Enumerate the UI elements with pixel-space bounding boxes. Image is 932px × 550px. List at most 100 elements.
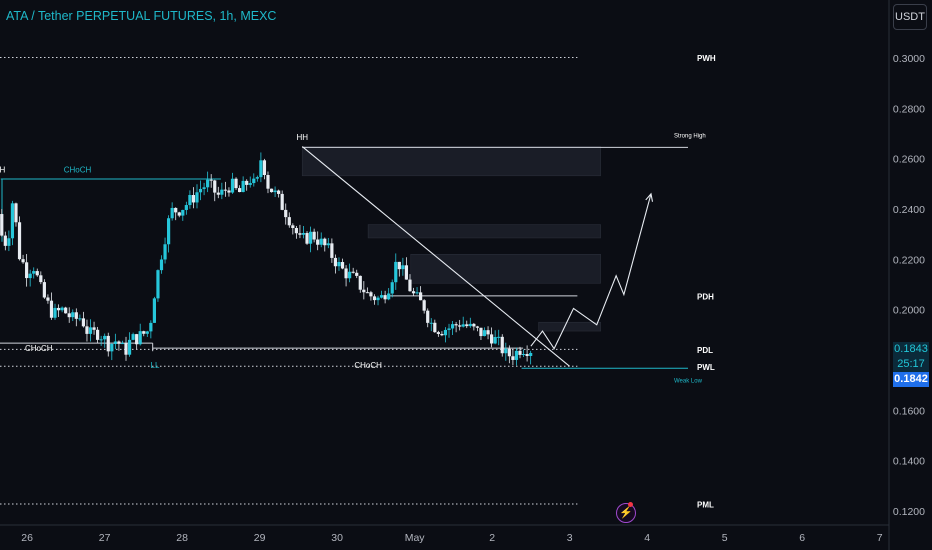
candle-82 [291,223,295,235]
candle-126 [447,323,451,338]
lightning-alert-icon[interactable]: ⚡ [616,503,636,523]
candle-110 [390,279,394,298]
candle-53 [188,190,192,209]
candle-120 [426,308,430,328]
candle-47 [167,215,171,253]
y-tick-label: 0.2800 [893,103,925,115]
candle-0 [0,209,4,237]
candle-118 [419,286,423,301]
candle-25 [88,319,93,342]
candle-105 [372,294,377,305]
candle-38 [135,333,139,349]
candle-37 [131,332,135,341]
candle-49 [174,207,178,221]
candle-14 [49,292,54,320]
candle-27 [96,326,100,343]
candle-89 [316,231,320,251]
candle-147 [521,349,526,358]
level-pwl-label: PWL [697,363,715,372]
candle-65 [230,172,235,194]
candle-60 [213,179,217,202]
x-tick-label: 3 [567,532,573,544]
candle-98 [348,263,352,283]
candle-91 [323,237,327,252]
time-axis[interactable]: 26 27 28 29 30 May 2 3 4 5 6 7 [21,532,882,544]
trendline [301,146,570,367]
candle-11 [39,271,43,285]
candle-57 [202,182,206,196]
candle-116 [411,287,416,296]
candle-44 [156,269,160,302]
supply-demand-zones [301,146,601,332]
x-tick-label: 7 [877,532,883,544]
candle-39 [138,323,142,346]
zone-3 [538,321,601,332]
price-axis[interactable]: 0.30000.28000.26000.24000.22000.20000.18… [893,53,925,518]
candle-4 [14,202,18,227]
candle-41 [145,330,149,337]
candle-48 [170,202,174,221]
candle-114 [404,257,409,280]
candle-88 [312,228,316,243]
candle-13 [46,294,50,304]
candle-100 [355,269,359,279]
candle-46 [163,237,167,264]
candle-21 [74,308,78,327]
candle-80 [284,203,288,225]
candle-112 [397,261,401,277]
level-lines [0,56,688,505]
candle-117 [415,287,419,295]
candle-56 [198,180,203,201]
x-tick-label: 5 [722,532,728,544]
level-pdl-label: PDL [697,346,713,355]
candle-22 [78,314,82,322]
zone-1 [367,224,601,239]
candle-106 [376,295,380,306]
y-tick-label: 0.2000 [893,305,925,317]
x-tick-label: 6 [799,532,805,544]
candle-101 [358,275,362,293]
currency-button[interactable]: USDT [893,4,927,30]
candle-31 [110,343,114,361]
candle-144 [511,349,515,365]
candle-131 [465,320,469,329]
candle-96 [340,258,345,270]
candle-128 [454,321,458,333]
candle-26 [92,321,96,335]
candle-36 [127,332,132,357]
y-tick-label: 0.3000 [893,53,925,65]
candle-66 [234,177,238,190]
candle-148 [525,345,529,362]
level-weak-low-label: Weak Low [674,378,703,384]
candle-30 [106,332,110,357]
candle-140 [497,329,501,346]
candle-28 [99,335,103,346]
candle-18 [64,306,68,314]
structure-label-ll-4: LL [151,361,160,370]
x-tick-label: 4 [644,532,650,544]
candle-122 [433,319,437,333]
candle-77 [273,186,277,197]
candle-104 [369,290,373,301]
candle-42 [149,320,153,339]
candle-129 [458,319,462,331]
projection-path [530,193,652,350]
candle-71 [252,173,256,187]
candle-132 [468,317,472,328]
candle-67 [237,185,242,193]
candle-93 [330,238,334,263]
x-tick-label: 28 [176,532,188,544]
last-price-tag: 0.1843 [893,342,929,357]
candle-40 [142,330,146,337]
structure-label-h-1: H [0,166,5,175]
candle-83 [294,225,298,239]
candle-107 [379,290,384,299]
candle-5 [17,216,22,261]
structure-label-choch-5: CHoCH [354,361,382,370]
candle-103 [365,287,369,294]
candle-51 [181,209,185,221]
candle-63 [223,181,227,197]
drawings [301,146,654,367]
y-tick-label: 0.1400 [893,456,925,468]
